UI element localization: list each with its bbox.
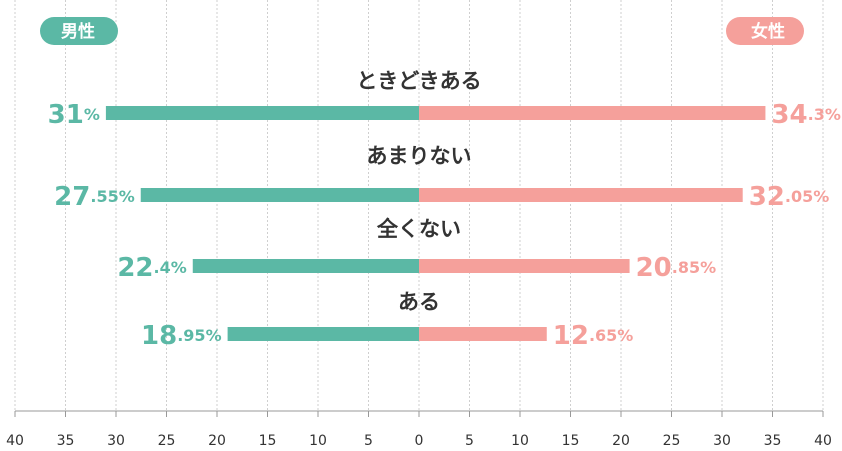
legend-pill bbox=[726, 17, 804, 45]
x-tick-label: 35 bbox=[57, 433, 75, 449]
x-tick-label: 40 bbox=[6, 433, 24, 449]
x-tick-label: 15 bbox=[562, 433, 580, 449]
data-label: 34.3% bbox=[771, 100, 840, 130]
category-label: あまりない bbox=[367, 144, 472, 168]
data-label-sub: % bbox=[84, 105, 100, 124]
data-label-main: 27 bbox=[54, 182, 90, 212]
data-label: 31% bbox=[48, 100, 100, 130]
bar bbox=[105, 106, 420, 120]
x-tick-label: 5 bbox=[465, 433, 474, 449]
data-label-sub: .65% bbox=[589, 326, 633, 345]
data-label-main: 34 bbox=[771, 100, 807, 130]
x-tick-label: 0 bbox=[415, 433, 424, 449]
x-tick-label: 10 bbox=[309, 433, 327, 449]
category-label: ときどきある bbox=[356, 69, 481, 93]
bar bbox=[419, 259, 630, 273]
category-label: ある bbox=[398, 290, 440, 314]
bar bbox=[419, 106, 766, 120]
data-label: 12.65% bbox=[553, 321, 634, 351]
data-label-main: 18 bbox=[141, 321, 177, 351]
bar bbox=[419, 327, 547, 341]
data-label: 22.4% bbox=[117, 253, 186, 283]
legend-label: 女性 bbox=[751, 21, 785, 42]
category-label: 全くない bbox=[376, 217, 461, 241]
data-label-sub: .95% bbox=[177, 326, 221, 345]
x-tick-label: 5 bbox=[364, 433, 373, 449]
x-tick-label: 30 bbox=[713, 433, 731, 449]
x-tick-label: 20 bbox=[208, 433, 226, 449]
data-label: 32.05% bbox=[749, 182, 830, 212]
x-tick-label: 25 bbox=[663, 433, 681, 449]
data-label-sub: .4% bbox=[154, 258, 187, 277]
data-label: 27.55% bbox=[54, 182, 135, 212]
data-label-main: 20 bbox=[636, 253, 672, 283]
bar bbox=[140, 188, 419, 202]
data-label-main: 12 bbox=[553, 321, 589, 351]
x-tick-label: 15 bbox=[259, 433, 277, 449]
data-label-main: 22 bbox=[117, 253, 153, 283]
x-tick-label: 20 bbox=[612, 433, 630, 449]
data-label-sub: .05% bbox=[785, 187, 829, 206]
bar bbox=[227, 327, 419, 341]
legend-pill bbox=[40, 17, 118, 45]
bar bbox=[419, 188, 743, 202]
bar bbox=[192, 259, 419, 273]
data-label: 20.85% bbox=[636, 253, 717, 283]
legend-label: 男性 bbox=[61, 21, 95, 42]
data-label-main: 31 bbox=[48, 100, 84, 130]
data-label: 18.95% bbox=[141, 321, 222, 351]
x-tick-label: 30 bbox=[107, 433, 125, 449]
data-label-sub: .85% bbox=[672, 258, 716, 277]
x-tick-label: 10 bbox=[511, 433, 529, 449]
x-tick-label: 40 bbox=[814, 433, 832, 449]
x-tick-label: 35 bbox=[764, 433, 782, 449]
data-label-sub: .3% bbox=[808, 105, 841, 124]
data-label-main: 32 bbox=[749, 182, 785, 212]
x-tick-label: 25 bbox=[158, 433, 176, 449]
data-label-sub: .55% bbox=[90, 187, 134, 206]
